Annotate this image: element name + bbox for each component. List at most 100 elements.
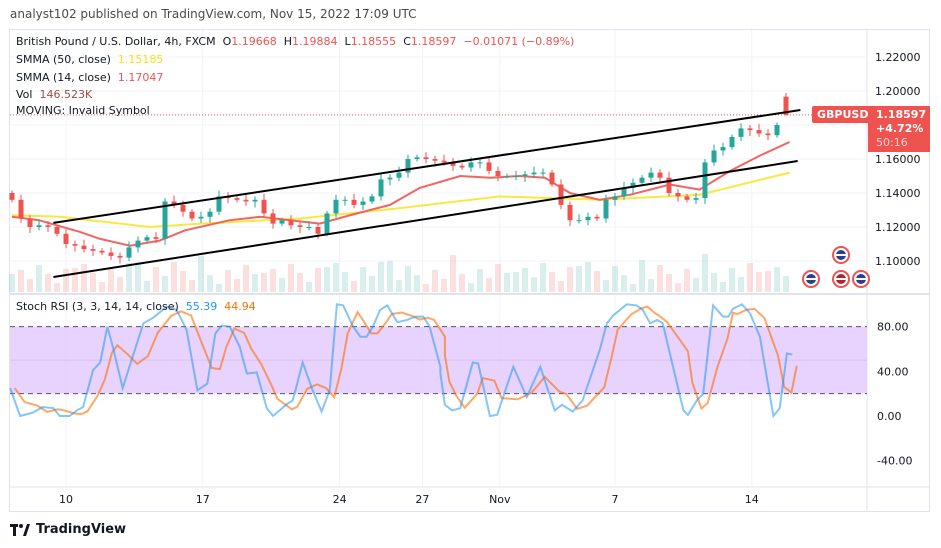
candle-body: [666, 177, 672, 193]
smma14-label: SMMA (14, close): [16, 71, 111, 84]
smma14-line: [11, 141, 791, 247]
symbol-title[interactable]: British Pound / U.S. Dollar, 4h, FXCM: [16, 35, 216, 48]
volume-bar: [711, 273, 717, 292]
price-tick-label: 1.14000: [875, 187, 921, 200]
chart-frame[interactable]: [9, 29, 930, 512]
candle-body: [315, 227, 321, 234]
volume-bar: [306, 282, 312, 292]
time-tick-label: 10: [59, 493, 73, 506]
stoch-legend[interactable]: Stoch RSI (3, 3, 14, 14, close) 55.39 44…: [16, 300, 256, 313]
candle-body: [198, 216, 204, 219]
volume-bar: [603, 280, 609, 292]
candle-body: [63, 233, 69, 244]
candle-body: [657, 172, 663, 178]
volume-bar: [162, 276, 168, 292]
channel-lower-line: [53, 160, 798, 278]
stoch-tick-label: 0.00: [877, 410, 902, 423]
candle-body: [279, 220, 285, 224]
time-tick-label: 24: [333, 493, 347, 506]
candle-body: [81, 245, 87, 250]
candle-body: [171, 201, 177, 205]
candle-body: [144, 237, 150, 241]
volume-bar: [639, 260, 645, 292]
candle-body: [252, 199, 258, 202]
candle-body: [522, 174, 528, 176]
volume-bar: [504, 273, 510, 292]
candle-body: [216, 196, 222, 212]
volume-bar: [45, 274, 51, 292]
volume-bar: [747, 263, 753, 292]
time-tick-label: Nov: [489, 493, 511, 506]
candle-body: [702, 162, 708, 199]
candle-body: [414, 157, 420, 159]
time-tick-label: 27: [415, 493, 429, 506]
candle-body: [405, 159, 411, 173]
candle-body: [630, 182, 636, 188]
smma14-legend[interactable]: SMMA (14, close) 1.17047: [16, 71, 163, 84]
volume-bar: [693, 278, 699, 292]
smma14-value: 1.17047: [117, 71, 164, 84]
high-value: 1.19884: [292, 35, 338, 48]
volume-bar: [324, 267, 330, 292]
candle-body: [540, 172, 546, 174]
candle-body: [765, 133, 771, 136]
candle-body: [675, 193, 681, 197]
volume-bar: [666, 274, 672, 292]
smma50-value: 1.15185: [117, 53, 164, 66]
candle-body: [387, 177, 393, 180]
candle-body: [531, 172, 537, 175]
volume-bar: [261, 273, 267, 292]
volume-bar: [630, 284, 636, 292]
stoch-d-line: [13, 305, 798, 416]
smma50-legend[interactable]: SMMA (50, close) 1.15185: [16, 53, 163, 66]
volume-bar: [297, 273, 303, 292]
symbol-price-tag: GBPUSD: [812, 105, 874, 123]
candle-body: [549, 172, 555, 185]
stoch-k-line: [9, 303, 793, 419]
volume-bar: [396, 280, 402, 292]
candle-body: [441, 160, 447, 163]
last-price: 1.18597: [876, 107, 927, 121]
volume-bar: [99, 282, 105, 292]
volume-bar: [369, 276, 375, 292]
candle-body: [756, 130, 762, 134]
candle-body: [648, 172, 654, 178]
candle-body: [360, 201, 366, 205]
candle-body: [342, 199, 348, 201]
candle-body: [288, 220, 294, 226]
candle-body: [261, 199, 267, 214]
volume-legend[interactable]: Vol 146.523K: [16, 88, 92, 101]
candle-body: [747, 128, 753, 131]
bar-countdown: 50:16: [876, 135, 908, 149]
volume-bar: [441, 279, 447, 292]
volume-bar: [621, 275, 627, 292]
volume-bar: [576, 266, 582, 292]
candle-body: [99, 250, 105, 253]
volume-bar: [387, 261, 393, 292]
price-tick-label: 1.12000: [875, 221, 921, 234]
volume-bar: [198, 256, 204, 292]
candle-body: [774, 125, 780, 136]
volume-bar: [414, 275, 420, 292]
volume-bar: [549, 272, 555, 292]
volume-bar: [486, 278, 492, 292]
candle-body: [162, 201, 168, 239]
candle-body: [567, 204, 573, 221]
volume-bar: [252, 274, 258, 292]
tradingview-footer[interactable]: TradingView: [10, 522, 126, 537]
volume-bar: [567, 267, 573, 292]
candle-body: [450, 162, 456, 166]
candle-body: [486, 162, 492, 171]
candle-body: [306, 227, 312, 228]
volume-bar: [513, 272, 519, 292]
tradingview-logo-icon: [10, 523, 30, 536]
publish-info: analyst102 published on TradingView.com,…: [10, 7, 417, 21]
low-value: 1.18555: [350, 35, 397, 48]
moving-legend[interactable]: MOVING: Invalid Symbol: [16, 104, 150, 117]
candle-body: [153, 237, 159, 239]
close-label: C: [403, 35, 411, 48]
candle-body: [180, 204, 186, 212]
volume-bar: [18, 270, 24, 292]
candle-body: [729, 136, 735, 148]
